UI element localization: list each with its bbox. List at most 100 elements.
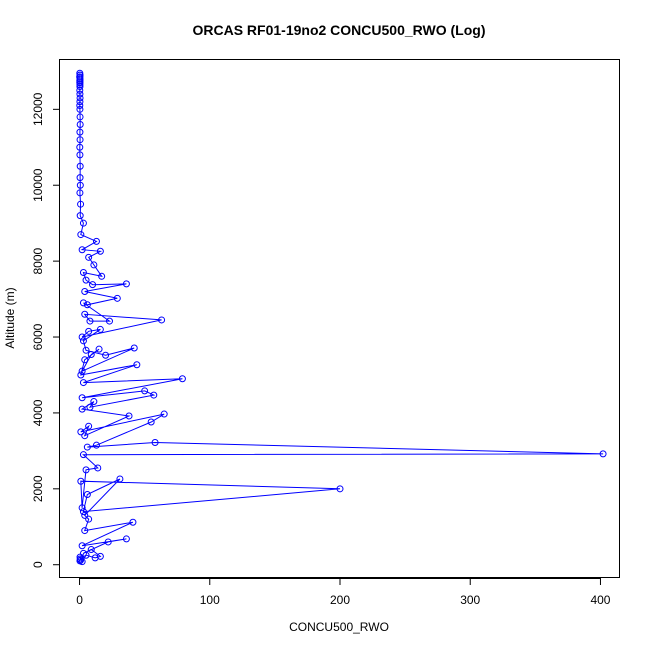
- data-point: [78, 558, 86, 566]
- data-point: [116, 475, 124, 483]
- data-point: [90, 261, 98, 269]
- data-point: [76, 105, 84, 113]
- data-point: [92, 237, 100, 245]
- data-point: [78, 504, 86, 512]
- data-point: [76, 143, 84, 151]
- data-point: [125, 412, 133, 420]
- y-tick-label: 10000: [31, 168, 45, 202]
- x-axis-label: CONCU500_RWO: [289, 620, 389, 634]
- y-tick-label: 0: [31, 561, 45, 568]
- data-point: [89, 281, 97, 289]
- x-tick-label: 200: [330, 593, 350, 607]
- data-point: [79, 508, 87, 516]
- data-point: [87, 350, 95, 358]
- data-point: [81, 511, 89, 519]
- data-point: [76, 189, 84, 197]
- data-point: [76, 90, 84, 98]
- data-point: [158, 316, 166, 324]
- data-point: [81, 310, 89, 318]
- y-tick-label: 8000: [31, 247, 45, 274]
- data-point: [96, 552, 104, 560]
- data-point: [76, 128, 84, 136]
- data-point: [336, 485, 344, 493]
- data-point: [83, 491, 91, 499]
- x-tick-label: 400: [590, 593, 610, 607]
- y-tick-label: 6000: [31, 323, 45, 350]
- data-point: [83, 443, 91, 451]
- data-point: [122, 535, 130, 543]
- data-point: [79, 337, 87, 345]
- y-axis: 0 2000 4000 6000 8000 10000 12000: [31, 92, 60, 568]
- data-point: [86, 317, 94, 325]
- data-point: [102, 351, 110, 359]
- x-tick-label: 0: [76, 593, 83, 607]
- data-point: [151, 439, 159, 447]
- data-point: [76, 136, 84, 144]
- data-point: [78, 394, 86, 402]
- data-point: [87, 546, 95, 554]
- data-point: [90, 398, 98, 406]
- data-point: [85, 422, 93, 430]
- data-point: [76, 181, 84, 189]
- y-tick-label: 12000: [31, 92, 45, 126]
- x-axis: 0 100 200 300 400: [76, 578, 611, 607]
- data-point: [81, 356, 89, 364]
- chart-title: ORCAS RF01-19no2 CONCU500_RWO (Log): [192, 22, 485, 38]
- data-point: [92, 441, 100, 449]
- data-point: [86, 403, 94, 411]
- data-point: [82, 466, 90, 474]
- data-point: [81, 432, 89, 440]
- data-point: [141, 387, 149, 395]
- data-point: [78, 405, 86, 413]
- data-point: [76, 102, 84, 110]
- data-point: [77, 231, 85, 239]
- data-point: [130, 344, 138, 352]
- x-tick-label: 300: [460, 593, 480, 607]
- data-point: [78, 367, 86, 375]
- data-point: [79, 299, 87, 307]
- data-point: [78, 333, 86, 341]
- data-point: [79, 451, 87, 459]
- data-point: [83, 301, 91, 309]
- data-point: [96, 325, 104, 333]
- y-axis-label: Altitude (m): [3, 287, 17, 348]
- y-tick-label: 2000: [31, 475, 45, 502]
- data-point: [160, 410, 168, 418]
- data-point: [81, 287, 89, 295]
- data-point: [76, 113, 84, 121]
- data-point: [78, 542, 86, 550]
- data-point: [77, 200, 85, 208]
- series-line: [79, 73, 604, 563]
- data-point: [79, 549, 87, 557]
- data-point: [599, 450, 607, 458]
- data-point: [76, 212, 84, 220]
- data-point: [98, 272, 106, 280]
- data-point: [94, 464, 102, 472]
- x-tick-label: 100: [200, 593, 220, 607]
- data-point: [77, 477, 85, 485]
- data-point: [76, 81, 84, 89]
- plot-area: [76, 69, 607, 566]
- data-point: [105, 317, 113, 325]
- data-point: [77, 428, 85, 436]
- data-point: [104, 538, 112, 546]
- data-point: [113, 294, 121, 302]
- data-point: [76, 79, 84, 87]
- data-point: [76, 98, 84, 106]
- data-point: [178, 375, 186, 383]
- data-point: [85, 515, 93, 523]
- data-point: [76, 94, 84, 102]
- data-point: [79, 219, 87, 227]
- data-point: [82, 346, 90, 354]
- data-point: [79, 269, 87, 277]
- data-point: [81, 527, 89, 535]
- data-point: [133, 361, 141, 369]
- data-point: [76, 162, 84, 170]
- data-point: [129, 518, 137, 526]
- data-point: [85, 327, 93, 335]
- data-point: [150, 391, 158, 399]
- data-point: [78, 246, 86, 254]
- data-point: [122, 280, 130, 288]
- data-point: [76, 121, 84, 129]
